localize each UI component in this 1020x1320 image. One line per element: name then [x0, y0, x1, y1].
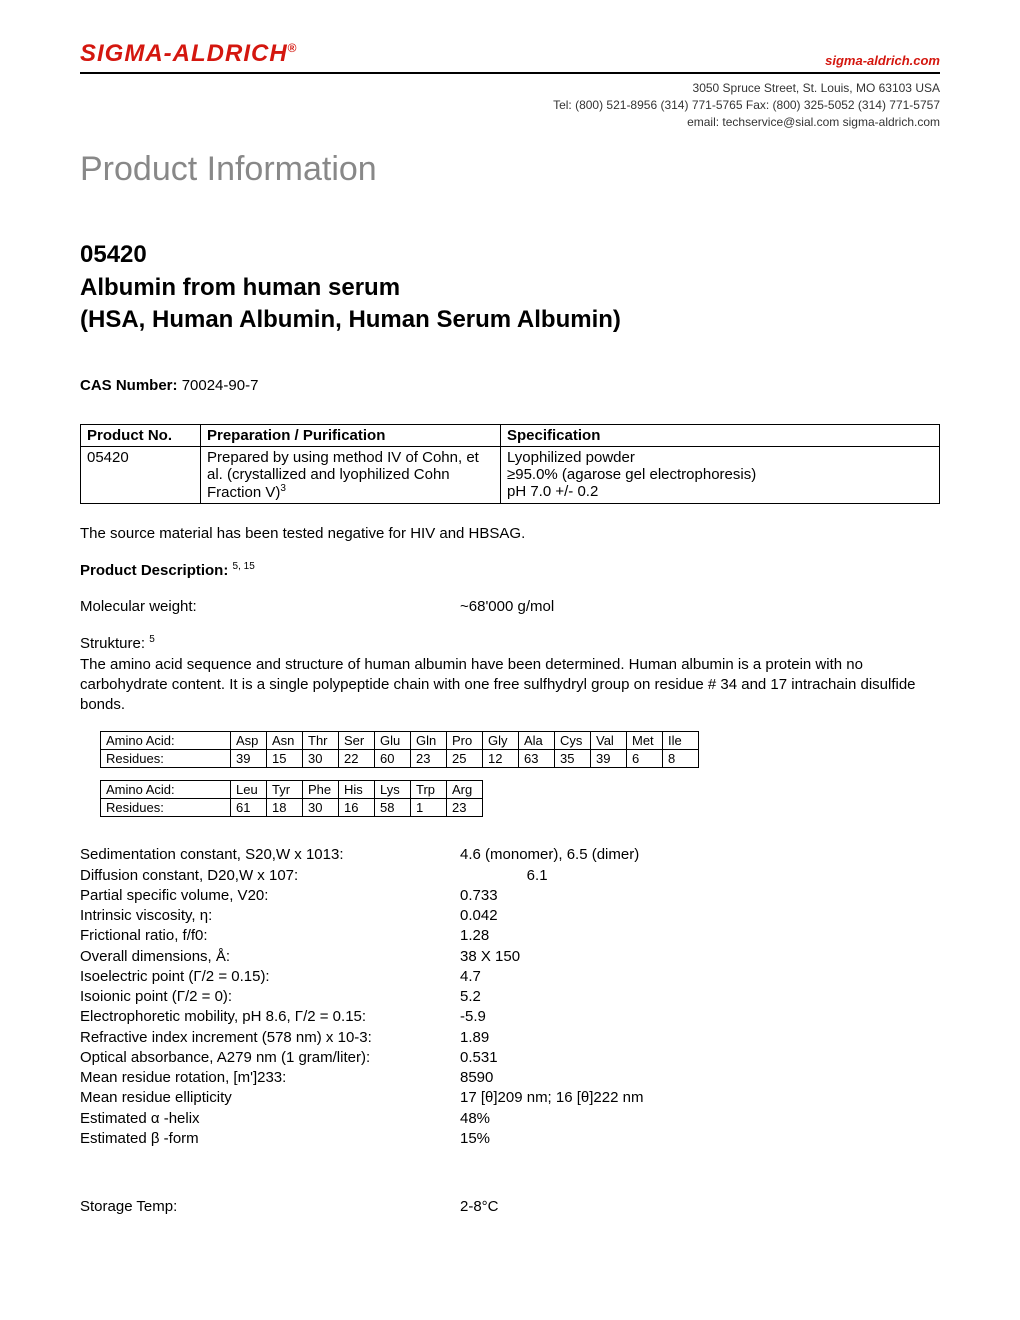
property-label: Estimated α -helix: [80, 1109, 460, 1129]
td-prep: Prepared by using method IV of Cohn, et …: [201, 446, 501, 503]
storage-value: 2-8°C: [460, 1197, 940, 1217]
property-row: Refractive index increment (578 nm) x 10…: [80, 1028, 940, 1048]
property-value: 5.2: [460, 987, 940, 1007]
property-label: Optical absorbance, A279 nm (1 gram/lite…: [80, 1048, 460, 1068]
product-code: 05420: [80, 239, 940, 271]
table-header-row: Product No. Preparation / Purification S…: [81, 424, 940, 446]
property-label: Mean residue ellipticity: [80, 1088, 460, 1108]
structure-sup: 5: [149, 634, 155, 645]
property-row: Estimated α -helix48%: [80, 1109, 940, 1129]
table-row: 05420 Prepared by using method IV of Coh…: [81, 446, 940, 503]
amino-acid-table-2: Amino Acid:LeuTyrPheHisLysTrpArgResidues…: [100, 780, 483, 817]
property-label: Diffusion constant, D20,W x 107:: [80, 866, 460, 886]
amino-acid-table-1: Amino Acid:AspAsnThrSerGluGlnProGlyAlaCy…: [100, 731, 699, 768]
description-sup: 5, 15: [233, 561, 255, 572]
property-value: 0.042: [460, 906, 940, 926]
th-product-no: Product No.: [81, 424, 201, 446]
source-note: The source material has been tested nega…: [80, 524, 940, 544]
property-row: Isoelectric point (Γ/2 = 0.15):4.7: [80, 967, 940, 987]
property-label: Frictional ratio, f/f0:: [80, 926, 460, 946]
property-label: Intrinsic viscosity, η:: [80, 906, 460, 926]
property-value: 17 [θ]209 nm; 16 [θ]222 nm: [460, 1088, 940, 1108]
property-label: Isoionic point (Γ/2 = 0):: [80, 987, 460, 1007]
spec-line-2: pH 7.0 +/- 0.2: [507, 483, 933, 500]
property-row: Estimated β -form15%: [80, 1129, 940, 1149]
site-link: sigma-aldrich.com: [825, 53, 940, 68]
property-value: 1.89: [460, 1028, 940, 1048]
mw-value: ~68'000 g/mol: [460, 597, 940, 617]
prep-sup: 3: [280, 483, 286, 494]
address-line2: Tel: (800) 521-8956 (314) 771-5765 Fax: …: [80, 97, 940, 114]
property-label: Mean residue rotation, [m']233:: [80, 1068, 460, 1088]
property-row: Mean residue rotation, [m']233:8590: [80, 1068, 940, 1088]
spec-line-1: ≥95.0% (agarose gel electrophoresis): [507, 466, 933, 483]
properties-list: Sedimentation constant, S20,W x 1013:4.6…: [80, 845, 940, 1149]
structure-label: Strukture:: [80, 635, 145, 652]
address-line1: 3050 Spruce Street, St. Louis, MO 63103 …: [80, 80, 940, 97]
property-value: 48%: [460, 1109, 940, 1129]
mw-row: Molecular weight: ~68'000 g/mol: [80, 597, 940, 617]
property-row: Intrinsic viscosity, η:0.042: [80, 906, 940, 926]
prep-text: Prepared by using method IV of Cohn, et …: [207, 449, 479, 501]
th-prep: Preparation / Purification: [201, 424, 501, 446]
property-value: 4.7: [460, 967, 940, 987]
logo-text: SIGMA-ALDRICH: [80, 40, 288, 67]
property-row: Frictional ratio, f/f0:1.28: [80, 926, 940, 946]
property-label: Partial specific volume, V20:: [80, 886, 460, 906]
description-label: Product Description:: [80, 562, 228, 579]
spec-line-0: Lyophilized powder: [507, 449, 933, 466]
page-title: Product Information: [80, 150, 940, 189]
property-value: -5.9: [460, 1007, 940, 1027]
address-block: 3050 Spruce Street, St. Louis, MO 63103 …: [80, 80, 940, 130]
property-label: Sedimentation constant, S20,W x 1013:: [80, 845, 460, 865]
product-table: Product No. Preparation / Purification S…: [80, 424, 940, 504]
property-value: 4.6 (monomer), 6.5 (dimer): [460, 845, 940, 865]
property-value: 0.733: [460, 886, 940, 906]
property-value: 38 X 150: [460, 947, 940, 967]
property-row: Optical absorbance, A279 nm (1 gram/lite…: [80, 1048, 940, 1068]
logo: SIGMA-ALDRICH®: [80, 40, 298, 68]
td-product-no: 05420: [81, 446, 201, 503]
product-heading: 05420 Albumin from human serum (HSA, Hum…: [80, 239, 940, 336]
property-label: Refractive index increment (578 nm) x 10…: [80, 1028, 460, 1048]
property-label: Overall dimensions, Å:: [80, 947, 460, 967]
property-value: 8590: [460, 1068, 940, 1088]
product-name: Albumin from human serum: [80, 272, 940, 304]
product-synonyms: (HSA, Human Albumin, Human Serum Albumin…: [80, 304, 940, 336]
cas-line: CAS Number: 70024-90-7: [80, 377, 940, 394]
structure-text: The amino acid sequence and structure of…: [80, 655, 940, 716]
td-spec: Lyophilized powder ≥95.0% (agarose gel e…: [501, 446, 940, 503]
property-label: Estimated β -form: [80, 1129, 460, 1149]
address-line3: email: techservice@sial.com sigma-aldric…: [80, 114, 940, 131]
property-label: Isoelectric point (Γ/2 = 0.15):: [80, 967, 460, 987]
property-value: 0.531: [460, 1048, 940, 1068]
property-row: Mean residue ellipticity17 [θ]209 nm; 16…: [80, 1088, 940, 1108]
property-label: Electrophoretic mobility, pH 8.6, Γ/2 = …: [80, 1007, 460, 1027]
product-description-heading: Product Description: 5, 15: [80, 560, 940, 581]
property-row: Diffusion constant, D20,W x 107: 6.1: [80, 866, 940, 886]
property-row: Electrophoretic mobility, pH 8.6, Γ/2 = …: [80, 1007, 940, 1027]
storage-row: Storage Temp: 2-8°C: [80, 1197, 940, 1217]
property-value: 1.28: [460, 926, 940, 946]
logo-reg: ®: [288, 41, 298, 55]
structure-heading: Strukture: 5: [80, 633, 940, 654]
property-value: 6.1: [460, 866, 940, 886]
cas-value: 70024-90-7: [182, 377, 259, 394]
mw-label: Molecular weight:: [80, 597, 460, 617]
property-row: Partial specific volume, V20:0.733: [80, 886, 940, 906]
property-value: 15%: [460, 1129, 940, 1149]
property-row: Isoionic point (Γ/2 = 0):5.2: [80, 987, 940, 1007]
header: SIGMA-ALDRICH® sigma-aldrich.com: [80, 40, 940, 74]
property-row: Overall dimensions, Å:38 X 150: [80, 947, 940, 967]
storage-label: Storage Temp:: [80, 1197, 460, 1217]
th-spec: Specification: [501, 424, 940, 446]
property-row: Sedimentation constant, S20,W x 1013:4.6…: [80, 845, 940, 865]
cas-label: CAS Number:: [80, 377, 178, 394]
